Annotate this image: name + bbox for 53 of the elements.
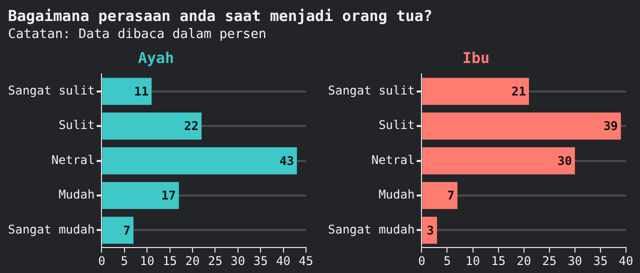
x-tick-label: 20 bbox=[185, 254, 200, 268]
y-tick-label: Sangat sulit bbox=[8, 83, 95, 98]
x-tick-label: 30 bbox=[230, 254, 246, 268]
x-tick-label: 20 bbox=[516, 254, 532, 268]
data-label: 17 bbox=[161, 188, 176, 203]
y-tick-label: Sangat mudah bbox=[8, 222, 95, 236]
y-tick-label: Sulit bbox=[58, 118, 95, 132]
chart-title: Ibu bbox=[462, 48, 490, 67]
bar bbox=[422, 216, 438, 244]
x-tick-label: 40 bbox=[276, 254, 291, 268]
x-tick-label: 35 bbox=[253, 254, 268, 268]
bar bbox=[422, 182, 458, 210]
x-tick-label: 35 bbox=[593, 254, 608, 268]
bar bbox=[102, 216, 134, 244]
data-label: 11 bbox=[134, 84, 149, 98]
text: Bagaimana perasaan anda saat menjadi orang tua? bbox=[8, 6, 434, 26]
data-label: 22 bbox=[184, 119, 199, 134]
bar bbox=[102, 147, 297, 174]
text: Catatan: Data dibaca dalam persen bbox=[8, 26, 268, 44]
x-tick-label: 0 bbox=[98, 254, 106, 268]
y-tick-label: Netral bbox=[371, 152, 415, 167]
y-tick-label: Netral bbox=[51, 152, 95, 167]
y-tick-label: Mudah bbox=[58, 188, 95, 202]
x-tick-label: 45 bbox=[298, 254, 314, 268]
x-tick-label: 15 bbox=[162, 254, 178, 268]
x-tick-label: 5 bbox=[120, 254, 128, 268]
data-label: 43 bbox=[279, 154, 294, 168]
y-tick-label: Sangat mudah bbox=[328, 222, 415, 236]
bar bbox=[102, 112, 202, 140]
bar bbox=[422, 112, 621, 140]
data-label: 30 bbox=[557, 154, 572, 168]
x-tick-label: 25 bbox=[542, 254, 557, 268]
y-tick-label: Mudah bbox=[378, 188, 415, 202]
data-label: 7 bbox=[447, 188, 454, 203]
x-tick-label: 0 bbox=[418, 254, 426, 268]
bar bbox=[102, 182, 179, 210]
x-tick-label: 40 bbox=[618, 254, 634, 268]
x-tick-label: 15 bbox=[491, 254, 506, 268]
data-label: 3 bbox=[426, 223, 434, 238]
x-tick-label: 10 bbox=[466, 254, 480, 268]
chart-title: Ayah bbox=[138, 48, 174, 67]
x-tick-label: 30 bbox=[568, 254, 582, 268]
data-label: 21 bbox=[512, 84, 526, 98]
bar bbox=[422, 147, 575, 174]
y-tick-label: Sulit bbox=[378, 118, 415, 132]
bar bbox=[422, 78, 529, 105]
x-tick-label: 10 bbox=[140, 254, 154, 268]
y-tick-label: Sangat sulit bbox=[328, 83, 415, 98]
data-label: 7 bbox=[123, 223, 130, 238]
bar bbox=[102, 78, 152, 105]
x-tick-label: 25 bbox=[208, 254, 222, 268]
data-label: 39 bbox=[603, 119, 618, 134]
x-tick-label: 5 bbox=[444, 254, 451, 268]
